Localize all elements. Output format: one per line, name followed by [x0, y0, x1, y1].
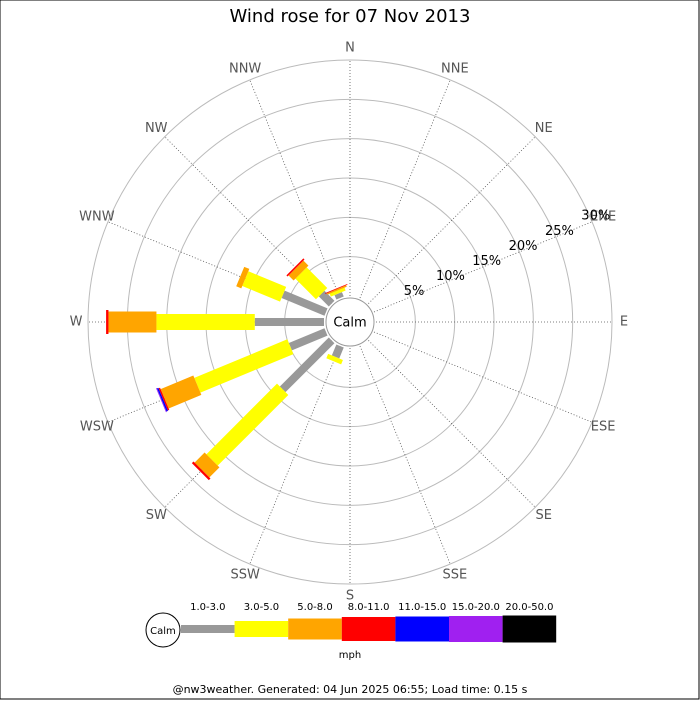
wind-bar — [106, 310, 109, 334]
wind-bar — [295, 267, 328, 300]
wind-bar — [318, 290, 335, 307]
legend-swatch — [288, 618, 342, 640]
legend-calm-label: Calm — [150, 626, 176, 637]
wind-bar — [326, 285, 347, 295]
legend-swatch — [181, 625, 235, 633]
direction-label: E — [620, 315, 628, 330]
direction-label: WSW — [80, 419, 114, 434]
spoke — [249, 79, 341, 299]
unit-label: mph — [339, 650, 361, 661]
legend-swatch — [395, 616, 449, 642]
wind-bar — [329, 287, 346, 297]
footer: @nw3weather. Generated: 04 Jun 2025 06:5… — [173, 683, 528, 696]
legend-swatch — [341, 617, 396, 641]
direction-label: SE — [536, 508, 552, 523]
legend-label: 20.0-50.0 — [505, 602, 553, 613]
spoke — [359, 345, 451, 565]
legend-label: 3.0-5.0 — [244, 602, 279, 613]
direction-label: SW — [146, 508, 167, 523]
spoke — [368, 340, 536, 508]
wind-bar — [194, 339, 294, 393]
wind-bar — [279, 337, 335, 393]
ring-label: 5% — [404, 284, 425, 299]
wind-bar — [334, 292, 344, 300]
wind-bar — [325, 283, 348, 294]
wind-bar — [158, 387, 170, 411]
legend-label: 11.0-15.0 — [398, 602, 446, 613]
wind-bar — [194, 452, 220, 478]
calm-circle — [325, 297, 375, 347]
direction-label: W — [70, 315, 83, 330]
wind-bar — [236, 266, 250, 289]
wind-bar — [156, 387, 168, 412]
direction-label: NW — [145, 121, 168, 136]
wind-bar — [160, 375, 202, 409]
spoke — [373, 221, 593, 313]
spoke — [368, 136, 536, 304]
legend-swatch — [449, 616, 503, 642]
legend-calm — [145, 612, 181, 648]
legend-swatch — [502, 615, 557, 643]
ring-label: 30% — [581, 209, 610, 224]
direction-label: S — [346, 589, 354, 604]
legend-label: 8.0-11.0 — [348, 602, 390, 613]
wind-bar — [108, 311, 157, 333]
direction-label: ESE — [591, 419, 616, 434]
spoke — [359, 79, 451, 299]
legend-swatch — [234, 621, 289, 637]
wind-bar — [156, 314, 255, 330]
direction-label: NNW — [229, 61, 261, 76]
ring-label: 25% — [545, 224, 574, 239]
direction-label: NNE — [441, 61, 469, 76]
ring-label: 20% — [509, 239, 538, 254]
calm-label: Calm — [333, 316, 366, 331]
legend-label: 15.0-20.0 — [452, 602, 500, 613]
wind-bar — [331, 344, 344, 359]
chart-title: Wind rose for 07 Nov 2013 — [230, 6, 471, 27]
direction-label: N — [345, 41, 355, 56]
ring — [87, 59, 613, 585]
wind-bar — [326, 353, 343, 365]
wind-bar — [288, 328, 328, 351]
wind-bar — [191, 461, 211, 481]
wind-bar — [206, 383, 289, 466]
wind-bar — [254, 318, 324, 326]
spoke — [249, 345, 341, 565]
direction-label: SSE — [442, 568, 467, 583]
direction-label: NE — [535, 121, 553, 136]
spoke — [373, 331, 593, 423]
wind-bar — [286, 258, 305, 277]
ring-label: 10% — [436, 269, 465, 284]
legend-label: 1.0-3.0 — [190, 602, 225, 613]
wind-bar — [288, 260, 309, 281]
direction-label: SSW — [230, 568, 260, 583]
wind-bar — [242, 271, 287, 302]
legend-label: 5.0-8.0 — [297, 602, 332, 613]
wind-bar — [281, 290, 328, 316]
ring-label: 15% — [472, 254, 501, 269]
direction-label: ENE — [590, 210, 616, 225]
direction-label: WNW — [79, 210, 115, 225]
wind-bar — [156, 387, 167, 413]
